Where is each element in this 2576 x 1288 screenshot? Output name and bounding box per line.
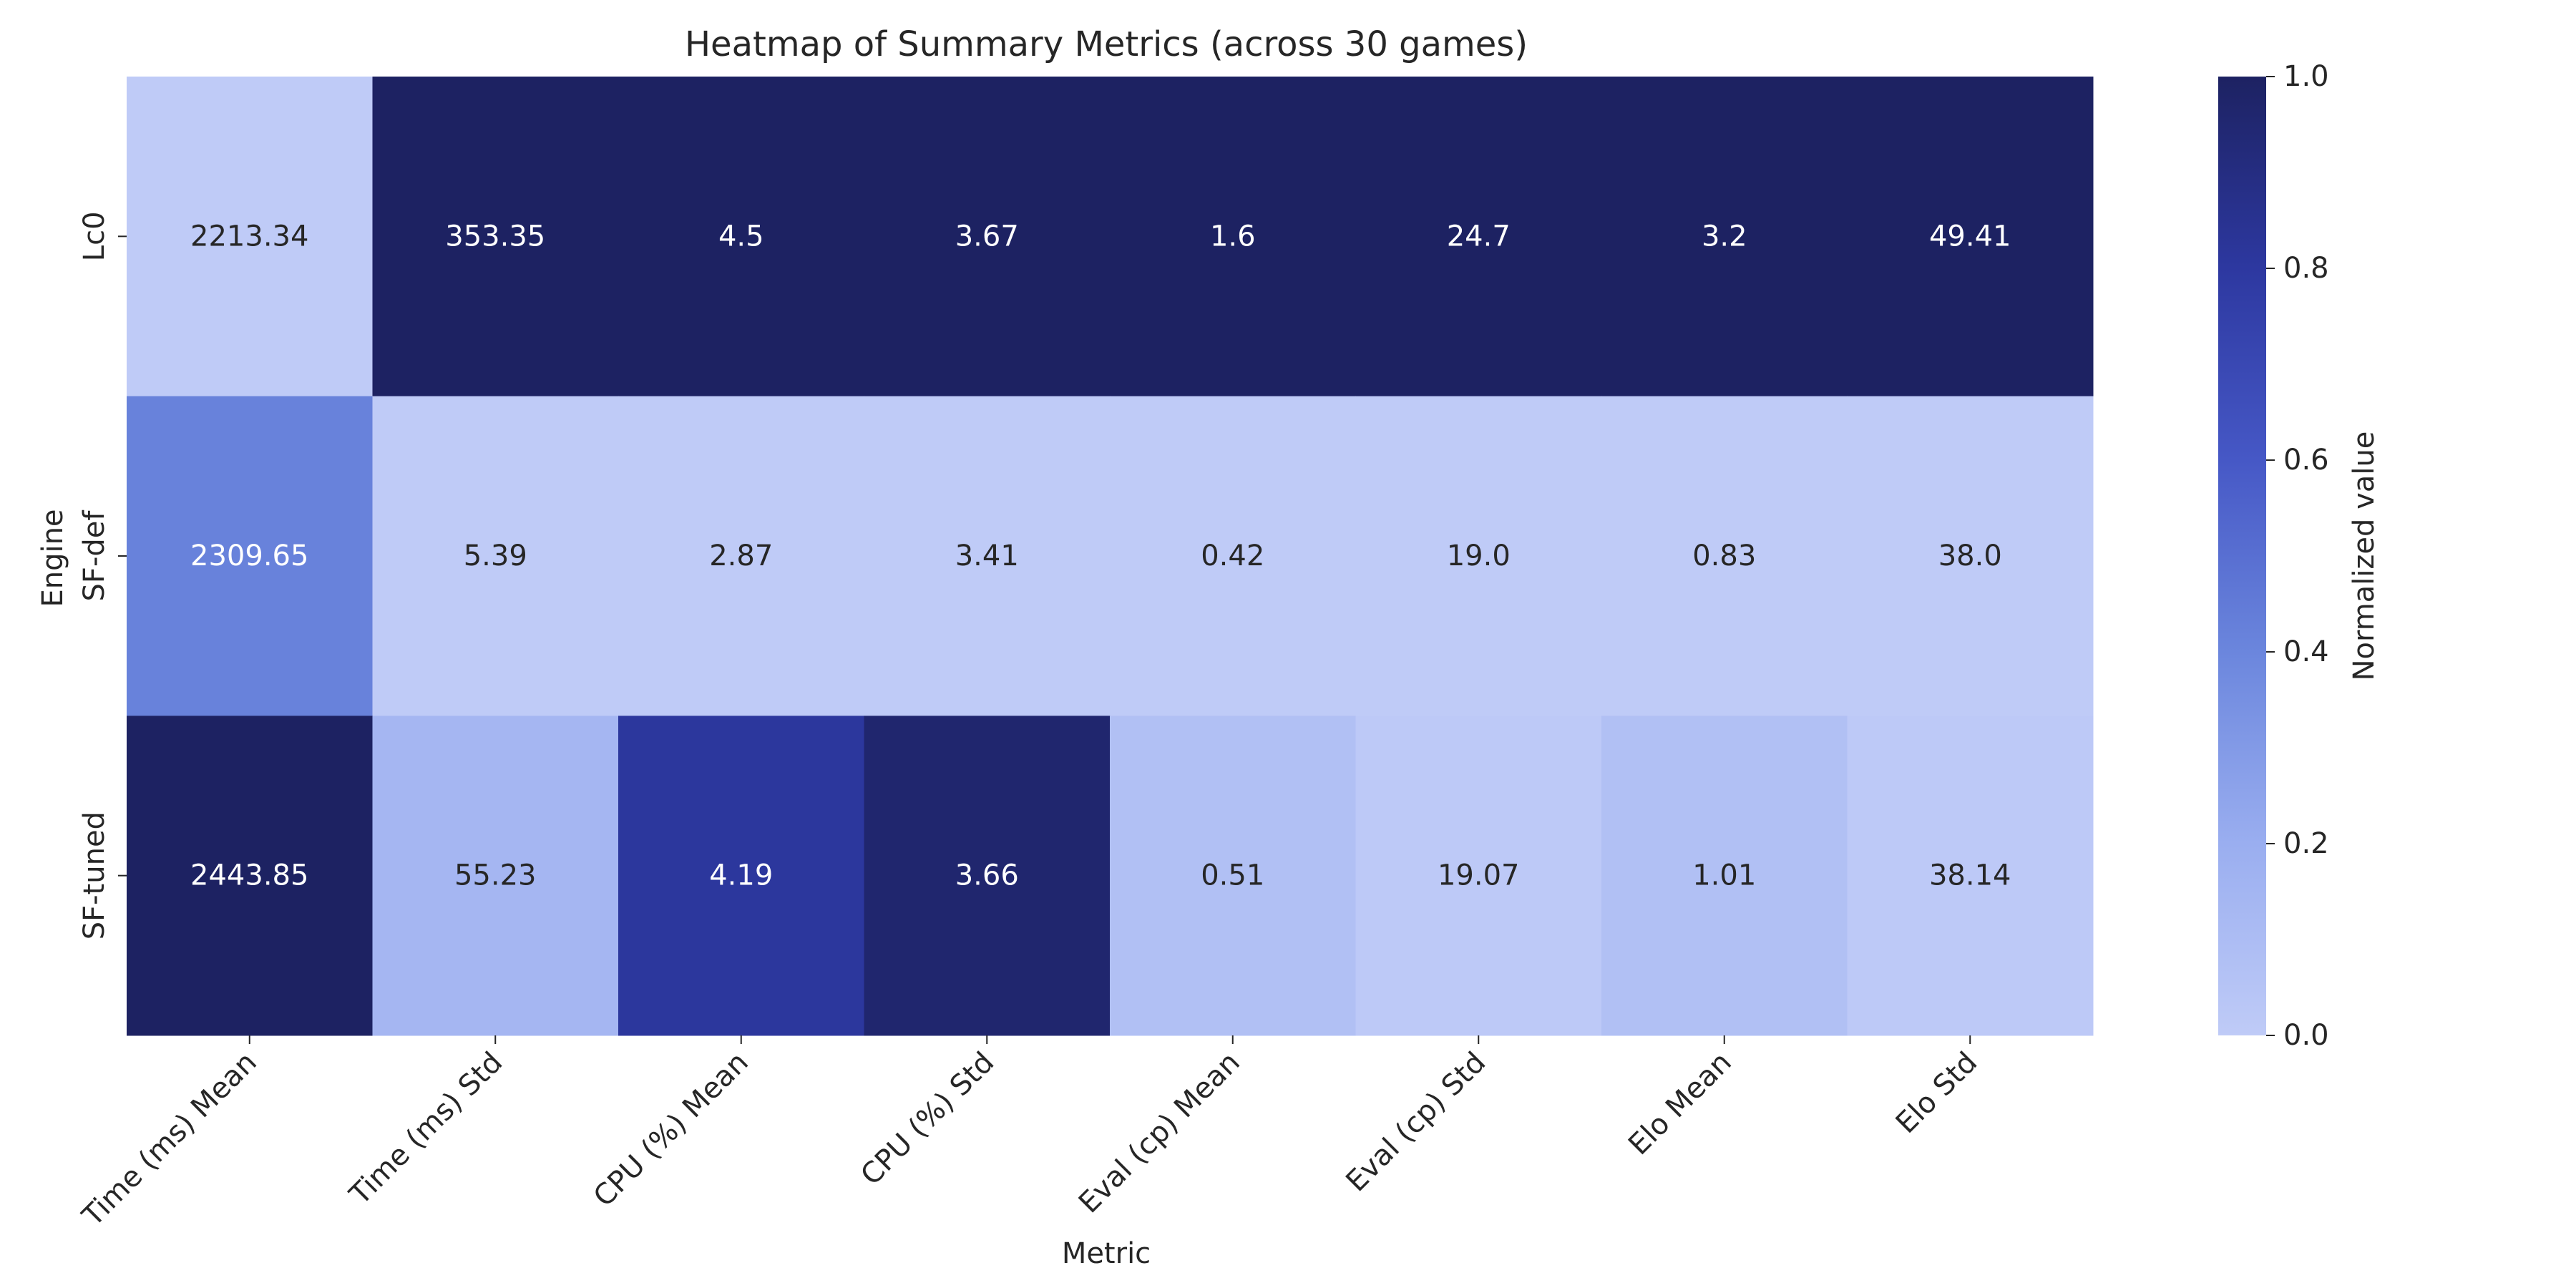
heatmap-cell [127, 77, 373, 397]
heatmap-cell [864, 716, 1111, 1036]
y-tick-label: SF-def [78, 510, 111, 602]
heatmap-cell-label: 0.83 [1692, 540, 1756, 572]
y-tick-label: Lc0 [78, 211, 111, 261]
heatmap-cell-label: 3.41 [955, 540, 1019, 572]
heatmap-cell [1110, 396, 1356, 716]
y-axis-label: Engine [36, 509, 69, 607]
colorbar-label: Normalized value [2348, 431, 2381, 681]
y-tick-labels: Lc0 SF-def SF-tuned [78, 211, 127, 940]
colorbar-tick-label: 0.0 [2283, 1019, 2329, 1052]
heatmap-cell-label: 19.0 [1447, 540, 1511, 572]
heatmap-cell-label: 49.41 [1929, 220, 2011, 253]
heatmap-cell [1847, 716, 2094, 1036]
heatmap-cell-label: 19.07 [1438, 859, 1520, 892]
heatmap-cell [864, 396, 1111, 716]
colorbar-tick-label: 0.8 [2283, 252, 2329, 285]
heatmap-cell-label: 2443.85 [190, 859, 308, 892]
colorbar-tick-label: 1.0 [2283, 60, 2329, 93]
x-tick-label: Time (ms) Mean [76, 1046, 263, 1234]
heatmap-cell-label: 38.14 [1929, 859, 2011, 892]
heatmap-cell [372, 716, 619, 1036]
heatmap-cell [1601, 396, 1848, 716]
heatmap-cell [618, 716, 864, 1036]
heatmap-cell-label: 55.23 [454, 859, 537, 892]
heatmap-cell [372, 396, 619, 716]
colorbar-tick-label: 0.2 [2283, 827, 2329, 860]
heatmap-cell-label: 0.51 [1201, 859, 1264, 892]
heatmap-cell-label: 4.19 [709, 859, 773, 892]
heatmap-cell [1847, 77, 2094, 397]
heatmap-cell-label: 2309.65 [190, 540, 308, 572]
heatmap-cell-label: 4.5 [718, 220, 764, 253]
x-tick-label: CPU (%) Mean [587, 1046, 755, 1214]
colorbar-gradient [2218, 77, 2266, 1035]
heatmap-cell-labels: 2213.34 353.35 4.5 3.67 1.6 24.7 3.2 49.41 2309.… [190, 220, 2011, 892]
colorbar-tick-label: 0.4 [2283, 635, 2329, 668]
heatmap-cell-label: 3.66 [955, 859, 1019, 892]
heatmap-cell [864, 77, 1111, 397]
x-tick-labels: Time (ms) Mean Time (ms) Std CPU (%) Mean C… [76, 1035, 1984, 1233]
heatmap-cell [1355, 716, 1602, 1036]
heatmap-cell [1601, 77, 1848, 397]
heatmap-cell-label: 1.01 [1692, 859, 1756, 892]
heatmap-cell [1110, 77, 1356, 397]
heatmap-cell [1847, 396, 2094, 716]
heatmap-cell [1355, 396, 1602, 716]
heatmap-cell-label: 1.6 [1210, 220, 1256, 253]
heatmap-cell [1355, 77, 1602, 397]
heatmap-cell [372, 77, 619, 397]
heatmap-cell-label: 2.87 [709, 540, 773, 572]
heatmap-cell [1601, 716, 1848, 1036]
colorbar-ticks: 0.0 0.2 0.4 0.6 0.8 1.0 [2266, 60, 2329, 1052]
heatmap-cell-label: 38.0 [1938, 540, 2002, 572]
heatmap-cell-label: 2213.34 [190, 220, 308, 253]
x-axis-label: Metric [1062, 1237, 1151, 1270]
heatmap-cell-label: 353.35 [445, 220, 545, 253]
heatmap-cell [618, 396, 864, 716]
heatmap-cell-label: 5.39 [464, 540, 527, 572]
heatmap-cell [127, 716, 373, 1036]
heatmap-cell-label: 3.2 [1702, 220, 1747, 253]
heatmap-cell [127, 396, 373, 716]
colorbar: 0.0 0.2 0.4 0.6 0.8 1.0 Normalized value [2218, 60, 2381, 1052]
x-tick-label: Time (ms) Std [343, 1046, 509, 1212]
x-tick-label: Elo Std [1890, 1046, 1984, 1141]
heatmap-cell-label: 0.42 [1201, 540, 1264, 572]
heatmap-cell-label: 3.67 [955, 220, 1019, 253]
heatmap-cell-label: 24.7 [1447, 220, 1511, 253]
heatmap-cell [1110, 716, 1356, 1036]
chart-title: Heatmap of Summary Metrics (across 30 ga… [685, 24, 1528, 64]
x-tick-label: Elo Mean [1622, 1046, 1738, 1162]
heatmap-cell [618, 77, 864, 397]
heatmap-cells [127, 77, 2094, 1036]
colorbar-tick-label: 0.6 [2283, 444, 2329, 477]
x-tick-label: Eval (cp) Mean [1073, 1046, 1246, 1220]
y-tick-label: SF-tuned [78, 811, 111, 940]
x-tick-label: CPU (%) Std [854, 1046, 1000, 1192]
x-tick-label: Eval (cp) Std [1340, 1046, 1492, 1199]
